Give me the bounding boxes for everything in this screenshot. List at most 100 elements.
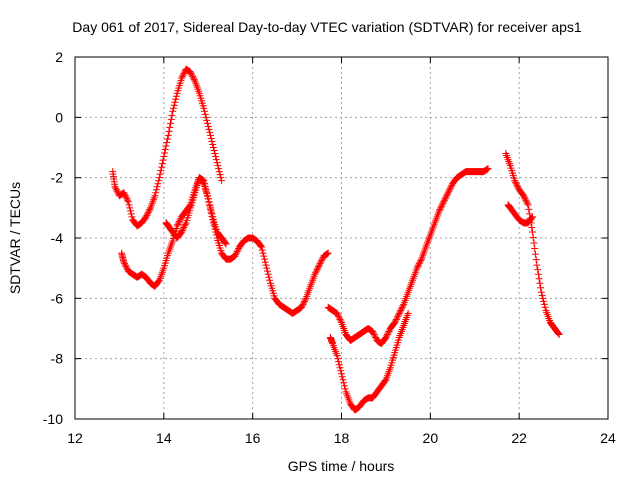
data-point [404, 309, 412, 317]
data-point [112, 184, 120, 192]
data-point [528, 228, 536, 236]
data-point [393, 314, 401, 322]
data-point [397, 306, 405, 314]
data-point [523, 198, 531, 206]
data-point [314, 264, 322, 272]
data-point [537, 284, 545, 292]
data-point [529, 233, 537, 241]
data-point [399, 302, 407, 310]
series-segment-e [326, 309, 412, 414]
data-point [317, 258, 325, 266]
data-point [113, 187, 121, 195]
data-point [530, 239, 538, 247]
data-point [156, 170, 164, 178]
data-point [218, 177, 226, 185]
y-tick-label: -8 [51, 351, 64, 367]
data-point [126, 204, 134, 212]
data-point [170, 101, 178, 109]
data-point [520, 193, 528, 201]
data-point [259, 249, 267, 257]
data-point [261, 255, 269, 263]
data-point [112, 186, 120, 194]
data-point [120, 189, 128, 197]
data-point [528, 214, 536, 222]
data-point [121, 260, 129, 268]
x-tick-label: 14 [156, 430, 172, 446]
data-point [298, 302, 306, 310]
data-point [414, 261, 422, 269]
data-point [298, 303, 306, 311]
data-point [383, 332, 391, 340]
data-point [335, 361, 343, 369]
data-point [483, 165, 491, 173]
data-point [555, 331, 563, 339]
data-point [178, 73, 186, 81]
data-point [203, 116, 211, 124]
data-point [395, 309, 403, 317]
data-point [443, 192, 451, 200]
data-point [127, 210, 135, 218]
data-point [201, 107, 209, 115]
data-point [383, 331, 391, 339]
data-point [539, 294, 547, 302]
grid-lines [75, 57, 608, 419]
data-point [315, 261, 323, 269]
data-point [158, 160, 166, 168]
data-point [121, 192, 129, 200]
y-tick-label: -4 [51, 230, 64, 246]
data-point [171, 98, 179, 106]
data-point [144, 208, 152, 216]
data-point [155, 177, 163, 185]
data-point [397, 305, 405, 313]
data-point [260, 252, 268, 260]
data-point [554, 330, 562, 338]
data-point [146, 205, 154, 213]
data-point [209, 144, 217, 151]
data-point [166, 119, 174, 127]
data-point [155, 174, 163, 182]
data-point [440, 198, 448, 206]
data-point [157, 167, 165, 175]
y-axis-label: SDTVAR / TECUs [7, 182, 23, 294]
data-point [484, 165, 492, 173]
data-point [159, 156, 167, 164]
x-tick-label: 12 [67, 430, 83, 446]
data-point [212, 156, 220, 164]
data-point [337, 317, 345, 325]
data-point [514, 183, 522, 191]
data-point [209, 140, 217, 148]
data-point [438, 201, 446, 209]
data-point [178, 74, 186, 82]
data-point [212, 153, 220, 161]
data-point [121, 261, 129, 269]
data-point [533, 261, 541, 269]
data-point [169, 107, 177, 115]
data-point [206, 128, 214, 136]
data-point [335, 358, 343, 366]
data-point [300, 297, 308, 305]
data-point [206, 204, 214, 212]
data-point [154, 180, 162, 188]
data-point [123, 264, 131, 272]
data-point [537, 288, 545, 296]
data-point [263, 264, 271, 272]
data-point [124, 196, 132, 204]
data-point [164, 135, 172, 143]
data-point [511, 177, 519, 185]
x-tick-label: 16 [245, 430, 261, 446]
data-point [174, 220, 182, 228]
data-point [532, 256, 540, 264]
y-tick-label: -6 [51, 290, 64, 306]
x-axis-label: GPS time / hours [288, 458, 395, 474]
data-point [264, 270, 272, 278]
data-point [526, 210, 534, 218]
data-point [534, 270, 542, 278]
data-point [392, 315, 400, 323]
data-point [161, 149, 169, 157]
data-point [315, 263, 323, 271]
data-point [413, 264, 421, 272]
data-point [369, 329, 377, 337]
data-point [158, 163, 166, 171]
data-point [153, 183, 161, 191]
